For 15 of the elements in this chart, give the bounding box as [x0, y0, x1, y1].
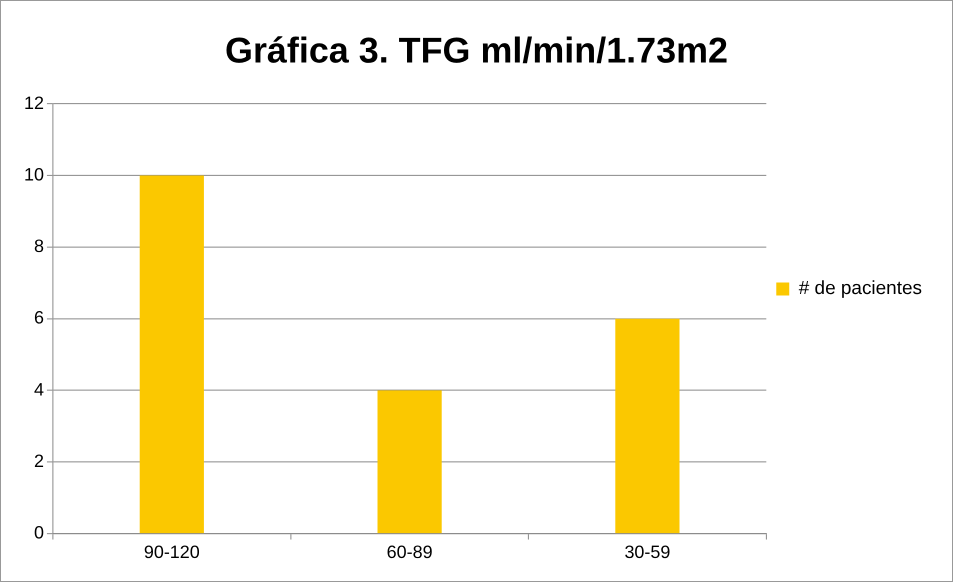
x-tick-label: 60-89	[386, 542, 433, 562]
y-tick-label: 0	[34, 522, 44, 543]
y-tick-label: 2	[34, 450, 44, 471]
y-tick-label: 4	[34, 379, 44, 400]
bar	[615, 318, 680, 534]
y-tick-label: 10	[24, 164, 44, 184]
y-tick-label: 6	[34, 308, 44, 328]
bar	[378, 390, 442, 534]
y-tick-label: 8	[34, 236, 44, 256]
y-tick-label: 12	[24, 92, 44, 113]
chart-title: Gráfica 3. TFG ml/min/1.73m2	[224, 30, 728, 70]
bar	[140, 175, 204, 534]
x-tick-label: 90-120	[144, 542, 200, 562]
x-tick-label: 30-59	[624, 542, 670, 562]
legend-label: # de pacientes	[798, 278, 922, 300]
